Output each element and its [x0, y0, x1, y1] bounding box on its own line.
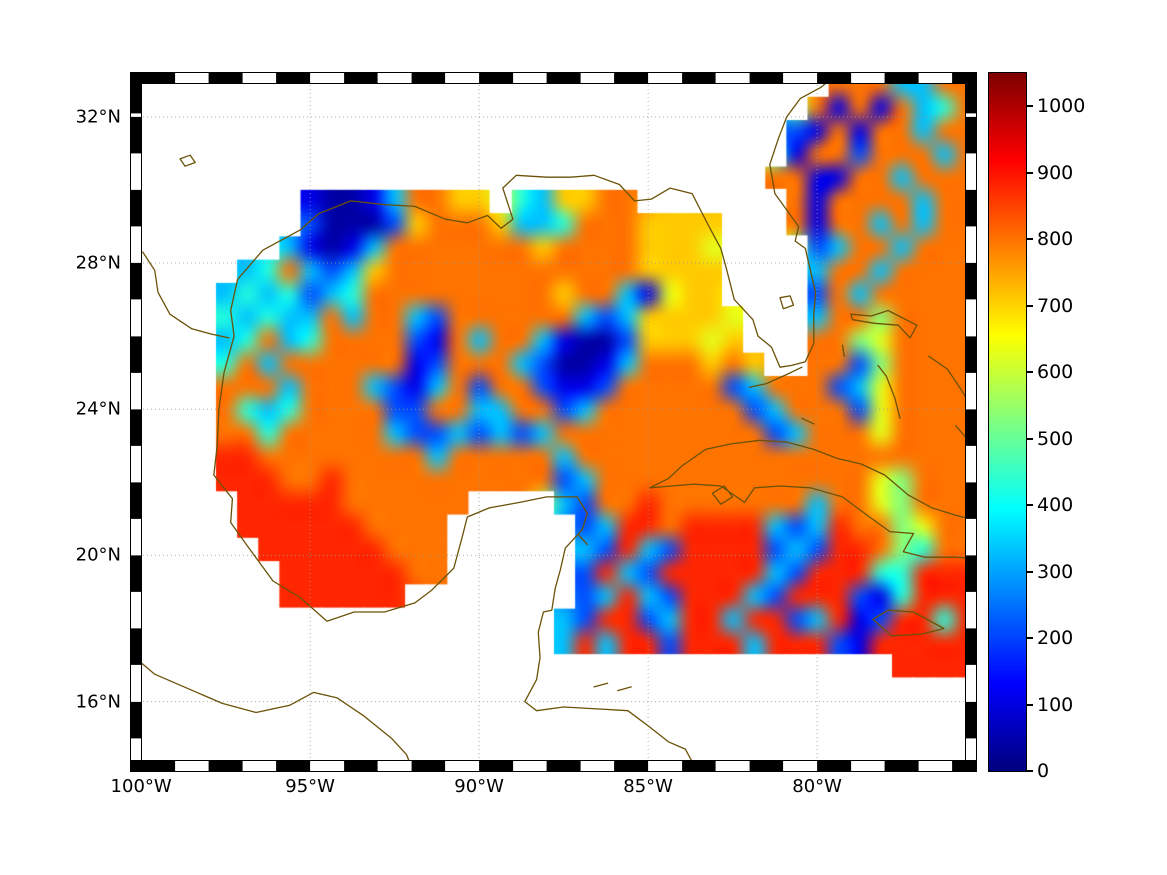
coastline-bay-islands-1	[593, 682, 609, 688]
map-panel	[130, 72, 977, 772]
colorbar-tick-label: 300	[1037, 560, 1074, 583]
coastline-cozumel	[578, 534, 588, 546]
map-overlay-svg	[131, 73, 976, 771]
y-tick-label: 28°N	[75, 252, 121, 274]
coastline-rio-grande	[142, 251, 230, 339]
colorbar-tick-label: 500	[1037, 427, 1074, 450]
frame-band-top	[131, 73, 976, 84]
coastline-mexico-pacific	[131, 653, 414, 771]
x-tick-label: 85°W	[623, 776, 673, 797]
coastline-texas-lakes	[179, 154, 196, 167]
colorbar-tick-mark	[1027, 371, 1033, 374]
colorbar-tick-mark	[1027, 304, 1033, 307]
x-tick-label: 80°W	[792, 776, 842, 797]
y-tick-label: 16°N	[75, 691, 121, 713]
x-tick-label: 90°W	[454, 776, 504, 797]
colorbar	[988, 72, 1027, 772]
frame-band-right	[965, 73, 976, 771]
colorbar-tick-label: 600	[1037, 361, 1074, 384]
coastline-isle-of-youth	[711, 485, 734, 505]
coastline-cuba	[649, 439, 976, 560]
frame-corner-tr	[965, 73, 976, 84]
x-tick-label: 100°W	[110, 776, 172, 797]
x-tick-label: 95°W	[285, 776, 335, 797]
coastline-bay-islands-2	[617, 686, 632, 692]
frame-band-bottom	[131, 760, 976, 771]
colorbar-tick-mark	[1027, 770, 1033, 772]
frame-corner-bl	[131, 760, 142, 771]
colorbar-tick-mark	[1027, 637, 1033, 640]
coastline-jamaica	[872, 609, 945, 637]
colorbar-tick-mark	[1027, 171, 1033, 174]
y-tick-label: 20°N	[75, 544, 121, 566]
coastline-cay-sal	[801, 417, 815, 425]
y-tick-label: 24°N	[75, 398, 121, 420]
coastline-bimini	[841, 344, 845, 357]
coastline-north-america	[213, 73, 840, 771]
colorbar-tick-label: 800	[1037, 228, 1074, 251]
colorbar-tick-mark	[1027, 105, 1033, 108]
frame-corner-tl	[131, 73, 142, 84]
colorbar-tick-mark	[1027, 504, 1033, 507]
coastline-andros	[877, 364, 901, 419]
coastline-grand-bahama-abaco	[850, 309, 918, 339]
frame-corner-br	[965, 760, 976, 771]
frame-band-left	[131, 73, 142, 771]
coastline-lake-okeechobee	[779, 295, 795, 310]
heatmap-canvas	[131, 73, 976, 771]
colorbar-tick-mark	[1027, 437, 1033, 440]
colorbar-tick-label: 1000	[1037, 95, 1086, 118]
colorbar-tick-mark	[1027, 238, 1033, 241]
colorbar-tick-label: 700	[1037, 294, 1074, 317]
colorbar-tick-label: 400	[1037, 494, 1074, 517]
colorbar-tick-label: 200	[1037, 627, 1074, 650]
colorbar-tick-mark	[1027, 703, 1033, 706]
colorbar-tick-label: 100	[1037, 693, 1074, 716]
colorbar-tick-mark	[1027, 570, 1033, 573]
colorbar-tick-label: 900	[1037, 161, 1074, 184]
colorbar-tick-label: 0	[1037, 760, 1050, 782]
y-tick-label: 32°N	[75, 106, 121, 128]
coastline-florida-keys	[748, 366, 803, 388]
